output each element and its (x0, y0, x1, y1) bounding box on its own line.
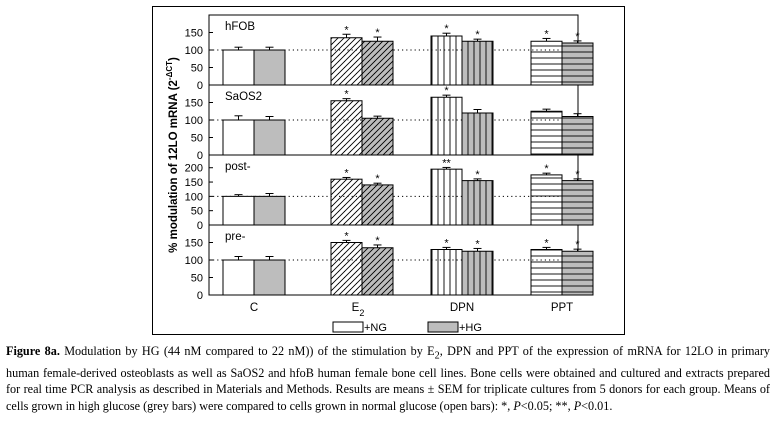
bar-saos2-dpn-hg (461, 112, 494, 156)
legend-hg-swatch (427, 321, 459, 333)
bar-saos2-e2-ng (330, 100, 363, 156)
panel-label-pre: pre- (225, 231, 246, 243)
y-tick-label: 50 (191, 273, 203, 285)
significance-mark: * (575, 31, 580, 43)
y-tick-label: 100 (185, 255, 203, 267)
bar-pre-e2-ng (330, 242, 363, 296)
panel-label-hfob: hFOB (225, 21, 255, 33)
legend-ng-label: +NG (364, 322, 387, 334)
bar-post-ppt-hg (561, 180, 594, 226)
bar-hfob-c-hg (253, 49, 286, 86)
y-axis-label: % modulation of 12LO mRNA (2-ΔCT) (165, 57, 180, 253)
bar-post-c-ng (222, 195, 255, 226)
y-tick-label: 0 (197, 80, 203, 92)
significance-mark: * (344, 89, 349, 101)
significance-mark: * (344, 24, 349, 36)
significance-mark: * (344, 167, 349, 179)
y-tick-label: 150 (185, 98, 203, 110)
y-tick-label: 0 (197, 150, 203, 162)
bar-hfob-c-ng (222, 49, 255, 86)
panel-label-saos2: SaOS2 (225, 91, 262, 103)
y-tick-label: 100 (185, 115, 203, 127)
bar-hfob-dpn-hg (461, 40, 494, 86)
x-tick-label-c: C (250, 302, 258, 314)
legend-ng-swatch (332, 321, 364, 333)
bar-post-dpn-ng (430, 168, 463, 226)
y-tick-label: 0 (197, 290, 203, 302)
bar-saos2-ppt-hg (561, 116, 594, 156)
significance-mark: * (444, 85, 449, 97)
y-tick-label: 100 (185, 191, 203, 203)
bar-hfob-e2-hg (361, 40, 394, 86)
y-tick-label: 50 (191, 206, 203, 218)
panel-label-post: post- (225, 161, 251, 173)
bar-pre-dpn-hg (461, 250, 494, 296)
significance-mark: * (375, 27, 380, 39)
caption-label: Figure 8a. (6, 344, 60, 358)
bar-post-e2-hg (361, 184, 394, 226)
bar-pre-c-hg (253, 259, 286, 296)
significance-mark: * (475, 169, 480, 181)
y-tick-label: 50 (191, 133, 203, 145)
significance-mark: ** (442, 157, 451, 169)
y-tick-label: 150 (185, 28, 203, 40)
bar-saos2-dpn-ng (430, 96, 463, 156)
figure-caption: Figure 8a. Modulation by HG (44 nM compa… (6, 343, 770, 414)
y-tick-label: 50 (191, 63, 203, 75)
significance-mark: * (544, 163, 549, 175)
x-tick-subscript: 2 (359, 308, 364, 318)
bar-hfob-ppt-hg (561, 42, 594, 86)
chart-frame: hFOB 0 50 100 150 * * * * * * SaOS2 0 50 100 150 * * post-… (152, 6, 625, 335)
caption-text-2: , DPN and PPT of the expression of mRNA … (6, 344, 770, 413)
significance-mark: * (575, 239, 580, 251)
x-tick-label-e2: E2 (352, 302, 365, 318)
bar-pre-e2-hg (361, 247, 394, 296)
y-tick-label: 150 (185, 238, 203, 250)
bar-hfob-e2-ng (330, 37, 363, 86)
bar-post-dpn-hg (461, 180, 494, 226)
caption-text-1: Modulation by HG (44 nM compared to 22 n… (59, 344, 435, 358)
bar-post-ppt-ng (530, 174, 563, 226)
bar-pre-c-ng (222, 259, 255, 296)
bar-post-e2-ng (330, 178, 363, 226)
legend-hg-label: +HG (459, 322, 482, 334)
significance-mark: * (444, 237, 449, 249)
significance-mark: * (475, 238, 480, 250)
significance-mark: * (475, 29, 480, 41)
bar-pre-ppt-hg (561, 250, 594, 296)
caption-p1-text: <0.05; **, (520, 398, 574, 413)
bar-saos2-c-ng (222, 119, 255, 156)
y-axis-label-main: % modulation of 12LO mRNA (2 (168, 80, 180, 253)
y-tick-label: 200 (185, 163, 203, 175)
significance-mark: * (575, 169, 580, 181)
bar-hfob-ppt-ng (530, 40, 563, 86)
bar-saos2-c-hg (253, 119, 286, 156)
y-tick-label: 0 (197, 220, 203, 232)
y-axis-label-close: ) (168, 57, 180, 61)
y-axis-label-sup: -ΔCT (165, 61, 174, 80)
bar-pre-ppt-ng (530, 249, 563, 296)
caption-sub: 2 (434, 350, 440, 362)
caption-p2: P (573, 398, 582, 413)
significance-mark: * (375, 173, 380, 185)
bar-saos2-e2-hg (361, 117, 394, 156)
x-tick-label-ppt: PPT (551, 302, 573, 314)
significance-mark: * (344, 230, 349, 242)
bar-post-c-hg (253, 195, 286, 226)
y-tick-label: 100 (185, 45, 203, 57)
x-tick-label-dpn: DPN (450, 302, 474, 314)
bar-pre-dpn-ng (430, 249, 463, 296)
bar-hfob-dpn-ng (430, 35, 463, 86)
significance-mark: * (444, 23, 449, 35)
y-tick-label: 150 (185, 177, 203, 189)
caption-p2-text: <0.01. (581, 398, 613, 413)
significance-mark: * (375, 235, 380, 247)
significance-mark: * (544, 28, 549, 40)
significance-mark: * (544, 237, 549, 249)
caption-p1: P (513, 398, 521, 413)
bar-saos2-ppt-ng (530, 110, 563, 156)
